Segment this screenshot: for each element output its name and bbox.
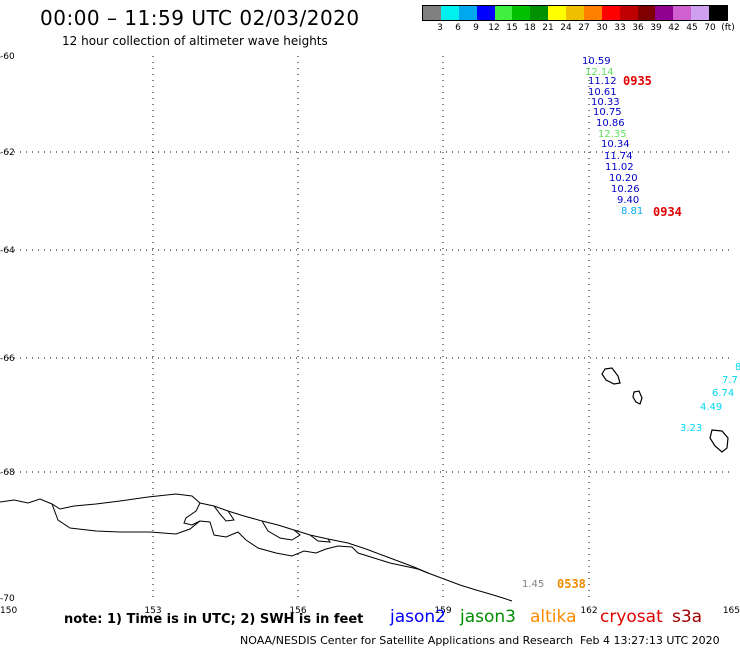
wave-height-value: 10.26 [611, 184, 640, 195]
wave-height-value: 3.23 [680, 423, 702, 434]
wave-height-value: 10.86 [596, 118, 625, 129]
coast-inlet-5 [309, 534, 331, 543]
color-scale-swatch [601, 6, 620, 20]
color-scale-label: 45 [686, 23, 698, 33]
wave-height-value: 12.14 [585, 67, 614, 78]
color-scale-label: 6 [455, 23, 461, 33]
color-scale-label: 21 [542, 23, 554, 33]
legend-item-jason2: jason2 [390, 607, 446, 627]
island-3 [709, 429, 729, 453]
wave-height-value: 4.49 [700, 402, 722, 413]
lon-tick-label: 165 [723, 606, 740, 616]
coastline-path [0, 493, 513, 602]
island-1 [601, 367, 621, 385]
color-scale-label: 70 [704, 23, 716, 33]
color-scale-swatch [494, 6, 513, 20]
lat-tick-label: -66 [0, 354, 15, 364]
footer-credit: NOAA/NESDIS Center for Satellite Applica… [240, 634, 574, 647]
lat-tick-label: -60 [0, 52, 15, 62]
pass-time-label: 0935 [623, 74, 652, 88]
lat-tick-label: -64 [0, 246, 15, 256]
color-scale-swatch [637, 6, 656, 20]
wave-height-color-scale: 3 6 9 12 15 18 21 24 27 30 33 36 39 42 45 70 (ft) [422, 5, 735, 37]
wave-height-value: 11.02 [605, 162, 634, 173]
legend-item-jason3: jason3 [460, 607, 516, 627]
antarctic-coastline [0, 367, 729, 602]
wave-height-value: 11.12 [588, 76, 617, 87]
color-scale-swatch [566, 6, 584, 20]
color-scale-label: 9 [473, 23, 479, 33]
lat-tick-label: -62 [0, 148, 15, 158]
color-scale-swatch [619, 6, 638, 20]
lon-tick-label: 153 [144, 606, 161, 616]
wave-height-value: 10.34 [601, 139, 630, 150]
color-scale-swatch [583, 6, 602, 20]
coast-inlet-2 [183, 502, 201, 526]
wave-height-value: 6.74 [712, 388, 734, 399]
color-scale-swatch [709, 6, 727, 20]
color-scale-swatch [476, 6, 495, 20]
pass-time-label: 0934 [653, 205, 682, 219]
footer-note: note: 1) Time is in UTC; 2) SWH is in fe… [64, 612, 364, 627]
color-scale-swatch [440, 6, 459, 20]
legend-item-altika: altika [530, 607, 577, 627]
wave-height-value: 8 [735, 362, 740, 373]
lon-tick-label: 150 [0, 606, 17, 616]
color-scale-swatch [512, 6, 531, 20]
color-scale-swatch [673, 6, 692, 20]
color-scale-labels: 3 6 9 12 15 18 21 24 27 30 33 36 39 42 45 70 (ft) [422, 21, 735, 35]
color-scale-label: 24 [560, 23, 572, 33]
coast-inlet-3 [213, 505, 235, 522]
lat-lon-grid [8, 56, 734, 598]
color-scale-label: (ft) [721, 23, 735, 33]
lat-tick-label: -68 [0, 468, 15, 478]
color-scale-swatch [530, 6, 549, 20]
coast-inlet-4 [261, 520, 301, 541]
map-subtitle: 12 hour collection of altimeter wave hei… [62, 34, 328, 48]
map-title: 00:00 – 11:59 UTC 02/03/2020 [40, 6, 360, 30]
wave-height-value: 10.75 [593, 107, 622, 118]
color-scale-label: 15 [506, 23, 518, 33]
color-scale-swatch [458, 6, 477, 20]
wave-height-value: 10.59 [582, 56, 611, 67]
wave-height-value: 10.33 [591, 97, 620, 108]
color-scale-label: 18 [524, 23, 536, 33]
wave-height-value: 12.35 [598, 129, 627, 140]
color-scale-label: 12 [488, 23, 500, 33]
coast-inlet-1 [51, 503, 429, 574]
wave-height-value: 1.45 [522, 579, 544, 590]
color-scale-swatch [423, 6, 441, 20]
color-scale-label: 30 [596, 23, 608, 33]
wave-height-value: 10.20 [609, 173, 638, 184]
lon-tick-label: 162 [580, 606, 597, 616]
wave-height-value: 10.61 [588, 87, 617, 98]
color-scale-label: 36 [632, 23, 644, 33]
color-scale-label: 39 [650, 23, 662, 33]
lat-tick-label: -70 [0, 594, 15, 604]
wave-height-value: 8.81 [621, 206, 643, 217]
color-scale-swatch [691, 6, 709, 20]
footer-timestamp: Feb 4 13:27:13 UTC 2020 [580, 634, 720, 647]
color-scale-label: 27 [578, 23, 590, 33]
pass-time-label: 0538 [557, 577, 586, 591]
color-scale-swatch [548, 6, 566, 20]
wave-height-value: 9.40 [617, 195, 639, 206]
axis-labels: 150 153 156 159 162 165 -60 -62 -64 -66 -68 -70 [0, 52, 740, 616]
lon-tick-label: 159 [434, 606, 451, 616]
color-scale-label: 33 [614, 23, 626, 33]
wave-height-value: 7.7 [722, 375, 738, 386]
color-scale-swatch [655, 6, 674, 20]
color-scale-label: 42 [668, 23, 680, 33]
color-scale-label: 3 [437, 23, 443, 33]
lon-tick-label: 156 [289, 606, 306, 616]
legend-item-s3a: s3a [672, 607, 703, 627]
color-scale-swatches [422, 5, 728, 21]
legend-item-cryosat: cryosat [600, 607, 663, 627]
wave-height-observations: 10.5912.1411.1210.6110.3310.7510.8612.35… [522, 56, 740, 591]
wave-height-value: 11.74 [604, 151, 633, 162]
island-2 [632, 390, 643, 405]
